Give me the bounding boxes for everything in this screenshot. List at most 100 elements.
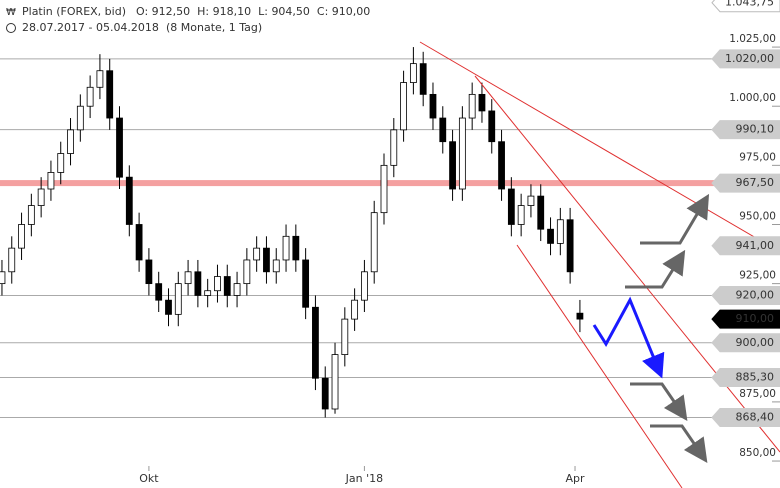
candle-body [527, 195, 535, 206]
arrows [592, 193, 710, 463]
candle-body [194, 271, 202, 296]
candle-body [302, 259, 310, 308]
candle-body [96, 70, 104, 88]
candle-body [351, 299, 359, 320]
candle-body [204, 290, 212, 296]
price-label: 868,40 [736, 411, 775, 424]
candle-body [370, 212, 378, 273]
candle-body [507, 188, 515, 225]
y-tick-label: 925,00 [739, 270, 776, 282]
price-label: 941,00 [736, 239, 775, 252]
price-label-box [711, 120, 780, 140]
trend-line [516, 244, 683, 488]
candle-body [517, 205, 525, 225]
price-label-box [711, 368, 780, 388]
candle-body [537, 195, 545, 230]
candle-body [37, 188, 45, 206]
arrow [592, 296, 665, 379]
candle-body [233, 283, 241, 296]
candle-body [27, 205, 35, 225]
candle-body [263, 247, 270, 273]
price-label-box [711, 49, 780, 69]
price-label-box [711, 236, 780, 256]
trend-line [419, 41, 780, 253]
candle-body [253, 247, 261, 261]
y-tick-label: 975,00 [739, 151, 776, 163]
candle-body [419, 63, 427, 95]
clock-icon [6, 23, 16, 33]
price-label: 885,30 [736, 371, 775, 384]
candle-body [116, 117, 123, 178]
candle-body [321, 377, 329, 410]
icon: ₩ [6, 7, 16, 18]
candle-body [439, 117, 447, 143]
candle-body [57, 153, 65, 173]
candle-body [361, 271, 368, 301]
header: ₩ Platin (FOREX, bid) O: 912,50 H: 918,1… [6, 5, 370, 34]
y-tick-label: 1.000,00 [729, 92, 776, 104]
candle-body [488, 110, 496, 143]
candle-body [458, 117, 466, 190]
period: (8 Monate, 1 Tag) [166, 21, 262, 34]
candle-body [155, 283, 163, 301]
y-tick-label: 950,00 [739, 210, 776, 222]
price-label: 1.020,00 [725, 52, 774, 65]
candle-body [380, 164, 388, 214]
candle-body [243, 259, 251, 285]
arrow [630, 382, 688, 421]
y-tick-label: 875,00 [739, 388, 776, 400]
candle-body [223, 276, 231, 296]
candle-body [125, 176, 133, 225]
candle-body [272, 259, 280, 273]
x-tick-label: Apr [566, 472, 586, 485]
candle-body [429, 93, 437, 119]
candle-body [282, 235, 290, 261]
price-label: 900,00 [736, 336, 775, 349]
candle-body [86, 86, 94, 107]
candle-body [449, 141, 456, 190]
candle-body [135, 224, 143, 261]
candle-body [331, 354, 339, 410]
candle-body [566, 219, 574, 273]
candle-body [214, 276, 221, 292]
candle-body [341, 318, 349, 355]
price-label: 910,00 [736, 312, 775, 325]
price-label: 967,50 [736, 176, 775, 189]
candle-body [292, 235, 300, 261]
candle-body [498, 141, 505, 190]
level-band [0, 180, 780, 187]
candle-body [468, 93, 476, 119]
candle-body [184, 271, 192, 285]
price-label: 1.043,75 [725, 0, 774, 9]
candle-body [547, 228, 554, 244]
x-tick-label: Jan '18 [345, 472, 383, 485]
candle-body [47, 172, 55, 190]
candle-body [165, 299, 172, 315]
candle-body [478, 93, 486, 112]
candle-body [174, 283, 182, 315]
arrow [640, 193, 710, 245]
price-label-box [711, 309, 780, 329]
price-label: 920,00 [736, 288, 775, 301]
candle-body [400, 82, 407, 131]
y-tick-label: 850,00 [739, 447, 776, 459]
price-label: 990,10 [736, 123, 775, 136]
date-range: 28.07.2017 - 05.04.2018 [22, 21, 159, 34]
candle-body [0, 271, 6, 285]
candle-body [145, 259, 153, 285]
arrow [650, 424, 708, 463]
candle-body [18, 224, 25, 249]
candle-body [576, 312, 584, 320]
x-tick-label: Okt [139, 472, 159, 485]
price-label-box [711, 333, 780, 353]
price-label-box [711, 0, 780, 13]
candle-body [8, 247, 16, 273]
candle-body [409, 63, 417, 83]
trend-line [474, 75, 780, 453]
candle-body [390, 129, 398, 166]
candle-body [106, 70, 114, 119]
arrow [625, 249, 686, 289]
ohlc: O: 912,50 H: 918,10 L: 904,50 C: 910,00 [136, 5, 370, 18]
candle-body [76, 105, 84, 131]
